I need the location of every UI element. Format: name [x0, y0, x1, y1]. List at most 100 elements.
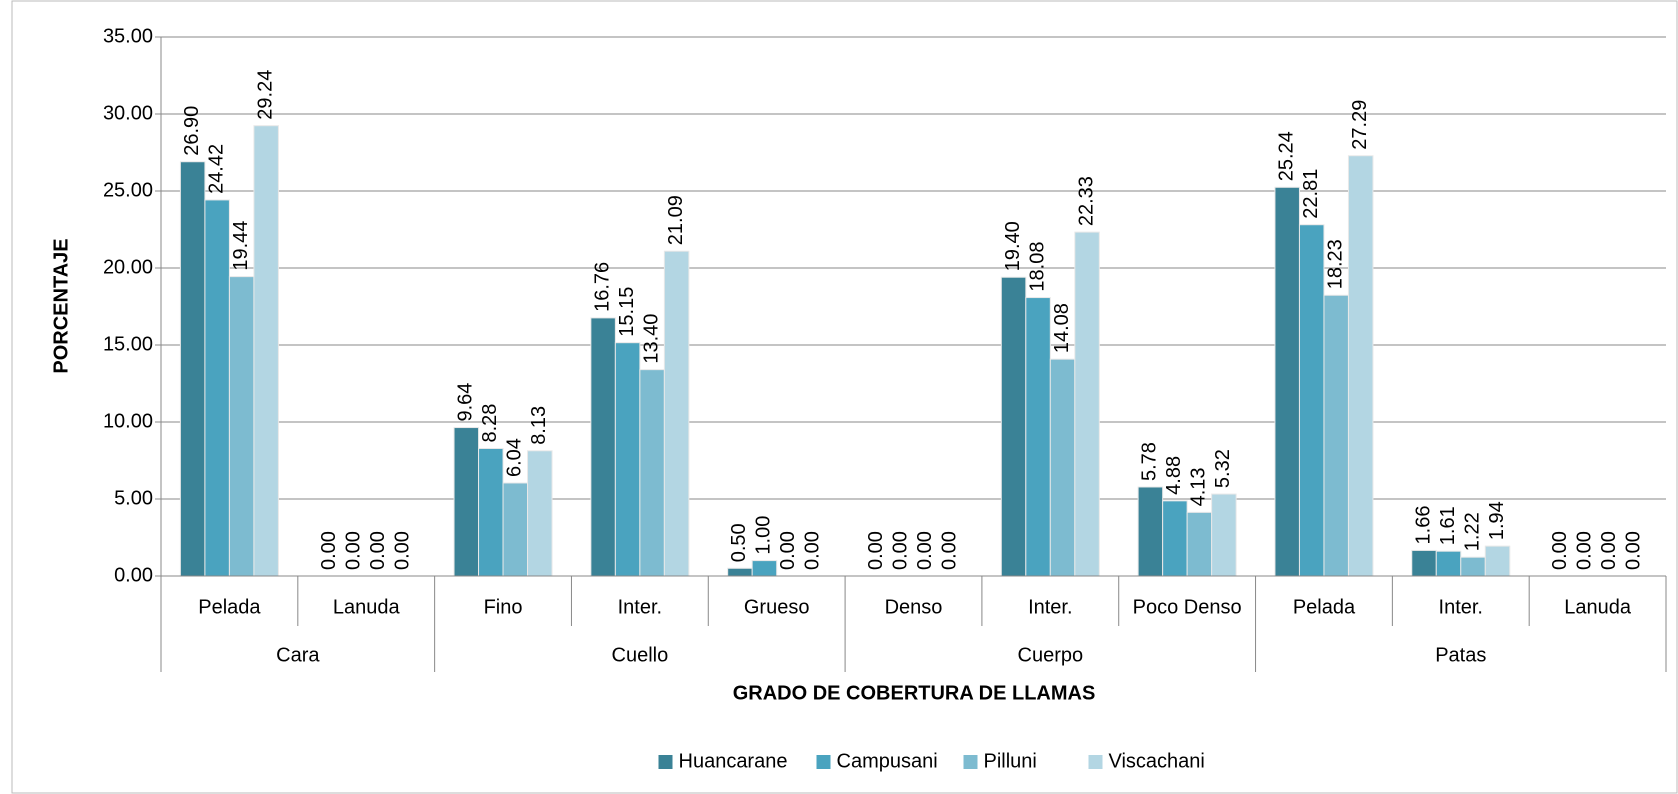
y-tick-label: 20.00 [103, 256, 153, 278]
group-label: Cuerpo [1018, 644, 1084, 666]
bar [253, 125, 279, 577]
group-label: Cuello [612, 644, 669, 666]
legend-label: Campusani [837, 750, 938, 772]
value-label: 4.88 [1163, 456, 1185, 495]
value-label: 24.42 [205, 144, 227, 194]
bar [1000, 276, 1027, 577]
value-label: 0.00 [939, 531, 961, 570]
bar [590, 317, 616, 577]
bar [1435, 550, 1462, 577]
value-label: 22.81 [1300, 169, 1322, 219]
y-tick-label: 0.00 [114, 564, 153, 586]
x-tick-label: Poco Denso [1133, 596, 1242, 618]
bar [1025, 297, 1051, 577]
value-label: 0.00 [865, 531, 887, 570]
value-label: 27.29 [1349, 100, 1371, 150]
value-label: 1.66 [1412, 505, 1434, 544]
bar [527, 450, 553, 577]
y-tick-label: 30.00 [103, 102, 153, 124]
y-tick-label: 35.00 [103, 25, 153, 47]
value-label: 1.00 [753, 516, 775, 555]
value-label: 9.64 [455, 383, 477, 422]
value-label: 5.32 [1212, 449, 1234, 488]
bar [1049, 358, 1076, 577]
bar [179, 161, 206, 577]
value-label: 21.09 [665, 195, 687, 245]
bar [1460, 556, 1486, 577]
x-tick-label: Pelada [1293, 596, 1356, 618]
value-label: 16.76 [591, 262, 613, 312]
value-label: 0.00 [777, 531, 799, 570]
x-tick-label: Lanuda [333, 596, 401, 618]
group-label: Cara [276, 644, 320, 666]
value-label: 0.00 [802, 531, 824, 570]
value-label: 0.00 [391, 531, 413, 570]
y-tick-label: 10.00 [103, 410, 153, 432]
value-label: 19.44 [230, 221, 252, 271]
legend-swatch [816, 755, 831, 769]
value-label: 15.15 [616, 287, 638, 337]
value-label: 25.24 [1275, 131, 1297, 181]
bar [453, 427, 480, 577]
bar [1211, 493, 1237, 577]
value-label: 0.00 [1623, 531, 1645, 570]
x-tick-label: Pelada [198, 596, 261, 618]
x-tick-label: Inter. [618, 596, 662, 618]
value-label: 18.23 [1324, 239, 1346, 289]
value-label: 1.94 [1486, 501, 1508, 540]
chart-border [11, 0, 1678, 794]
value-label: 14.08 [1051, 303, 1073, 353]
legend-label: Huancarane [679, 750, 788, 772]
value-label: 0.00 [318, 531, 340, 570]
bar [502, 482, 529, 577]
bar [478, 447, 504, 577]
x-axis-title: GRADO DE COBERTURA DE LLAMAS [733, 682, 1096, 704]
y-tick-label: 15.00 [103, 333, 153, 355]
value-label: 13.40 [640, 314, 662, 364]
value-label: 22.33 [1075, 176, 1097, 226]
value-label: 18.08 [1026, 242, 1048, 292]
bar [663, 250, 690, 577]
value-label: 0.00 [914, 531, 936, 570]
value-label: 19.40 [1002, 221, 1024, 271]
bar [1074, 231, 1100, 577]
bar [1347, 155, 1374, 577]
bar [751, 560, 778, 577]
value-label: 0.00 [1598, 531, 1620, 570]
bar [1484, 545, 1511, 577]
x-tick-label: Inter. [1028, 596, 1072, 618]
value-label: 6.04 [504, 438, 526, 477]
value-label: 1.22 [1461, 512, 1483, 551]
x-tick-label: Fino [484, 596, 523, 618]
bar [204, 199, 230, 577]
x-tick-label: Grueso [744, 596, 810, 618]
value-label: 29.24 [254, 70, 276, 120]
legend-swatch [963, 755, 978, 769]
bar [228, 276, 255, 577]
bar [1162, 500, 1188, 577]
value-label: 5.78 [1139, 442, 1161, 481]
bar [639, 369, 665, 577]
x-tick-label: Lanuda [1564, 596, 1632, 618]
bar [1274, 186, 1300, 577]
bar [1323, 294, 1349, 577]
y-tick-label: 5.00 [114, 487, 153, 509]
value-label: 0.00 [890, 531, 912, 570]
legend-label: Viscachani [1109, 750, 1205, 772]
x-tick-label: Inter. [1439, 596, 1483, 618]
bar [1411, 549, 1437, 577]
value-label: 26.90 [181, 106, 203, 156]
bar [727, 567, 753, 577]
value-label: 0.00 [1574, 531, 1596, 570]
bar [1137, 486, 1164, 577]
y-axis-title: PORCENTAJE [50, 238, 72, 373]
value-label: 0.50 [728, 523, 750, 562]
legend-swatch [1088, 755, 1103, 769]
value-label: 8.28 [479, 404, 501, 443]
legend-label: Pilluni [984, 750, 1037, 772]
value-label: 4.13 [1188, 467, 1210, 506]
value-label: 1.61 [1437, 506, 1459, 545]
legend-swatch [658, 755, 673, 769]
x-tick-label: Denso [885, 596, 943, 618]
